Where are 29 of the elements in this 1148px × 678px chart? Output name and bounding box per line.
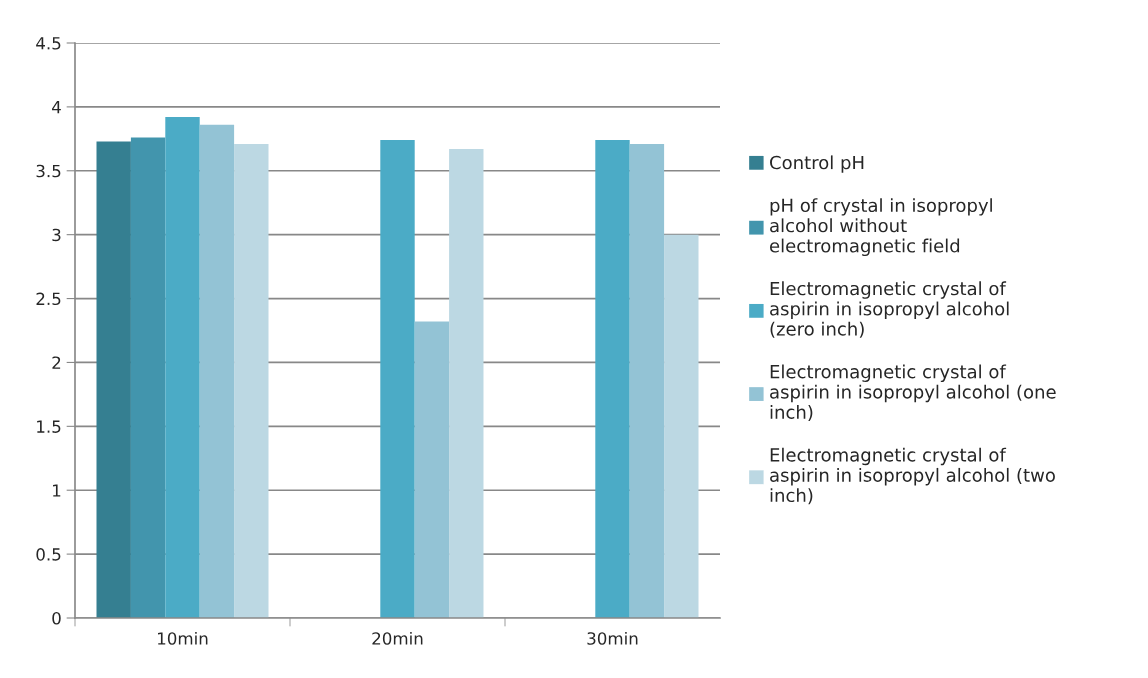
- x-tick-label: 10min: [158, 631, 208, 645]
- legend-label: Electromagnetic crystal of aspirin in isopropyl alcohol (one inch): [770, 364, 1056, 422]
- bar: [629, 143, 665, 618]
- y-tick-label: 4.5: [36, 37, 61, 50]
- legend-label: Electromagnetic crystal of aspirin in isopropyl alcohol (zero inch): [770, 281, 1009, 338]
- bar: [165, 117, 200, 618]
- y-tick-label: 3.5: [36, 164, 61, 178]
- legend-label: Control pH: [770, 155, 864, 173]
- y-tick-label: 3: [52, 228, 61, 242]
- y-tick-label: 0: [52, 611, 61, 625]
- bar: [130, 137, 166, 618]
- y-tick-label: 2.5: [36, 292, 61, 306]
- y-tick-label: 4: [52, 101, 61, 114]
- y-tick-label: 2: [52, 356, 61, 369]
- legend-label: pH of crystal in isopropyl alcohol without electromagnetic field: [770, 198, 992, 257]
- bar: [234, 143, 269, 618]
- bar: [380, 140, 415, 618]
- legend-label: Electromagnetic crystal of aspirin in isopropyl alcohol (two inch): [770, 447, 1055, 505]
- bar: [199, 124, 235, 618]
- x-tick-label: 20min: [372, 631, 423, 645]
- y-tick-label: 1: [53, 484, 61, 497]
- y-tick-label: 1.5: [37, 420, 61, 433]
- bar: [595, 140, 630, 618]
- bar: [96, 141, 131, 618]
- bar: [449, 149, 484, 618]
- x-tick-label: 30min: [587, 631, 638, 645]
- y-tick-label: 0.5: [36, 548, 61, 561]
- bar: [664, 234, 699, 618]
- bar: [414, 321, 450, 618]
